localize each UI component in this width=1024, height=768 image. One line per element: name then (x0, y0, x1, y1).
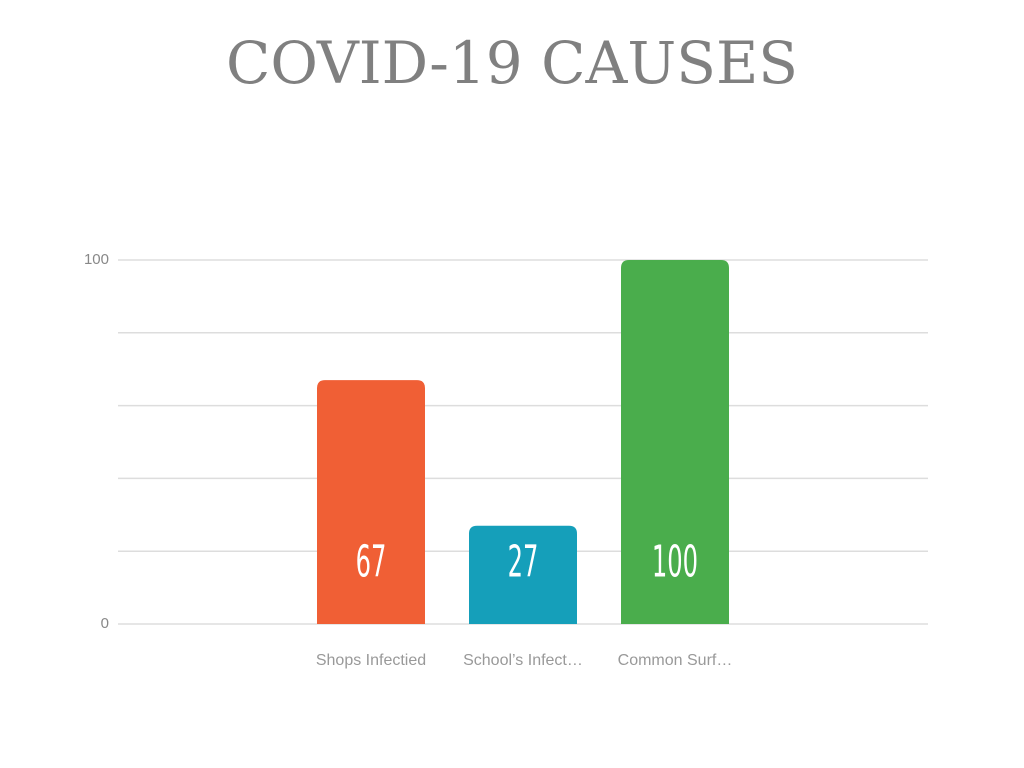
x-tick-label: School’s Infect… (463, 652, 583, 669)
value-label: 100 (652, 537, 698, 588)
x-tick-label: Common Surf… (618, 652, 733, 669)
value-label: 67 (356, 537, 387, 588)
bar (317, 380, 425, 624)
bar (469, 525, 577, 624)
chart-title: COVID-19 CAUSES (226, 29, 798, 97)
y-tick-label: 0 (101, 615, 109, 632)
value-label: 27 (508, 537, 539, 588)
x-tick-label: Shops Infectied (316, 652, 426, 669)
y-tick-label: 100 (84, 251, 109, 268)
bar (621, 260, 729, 624)
